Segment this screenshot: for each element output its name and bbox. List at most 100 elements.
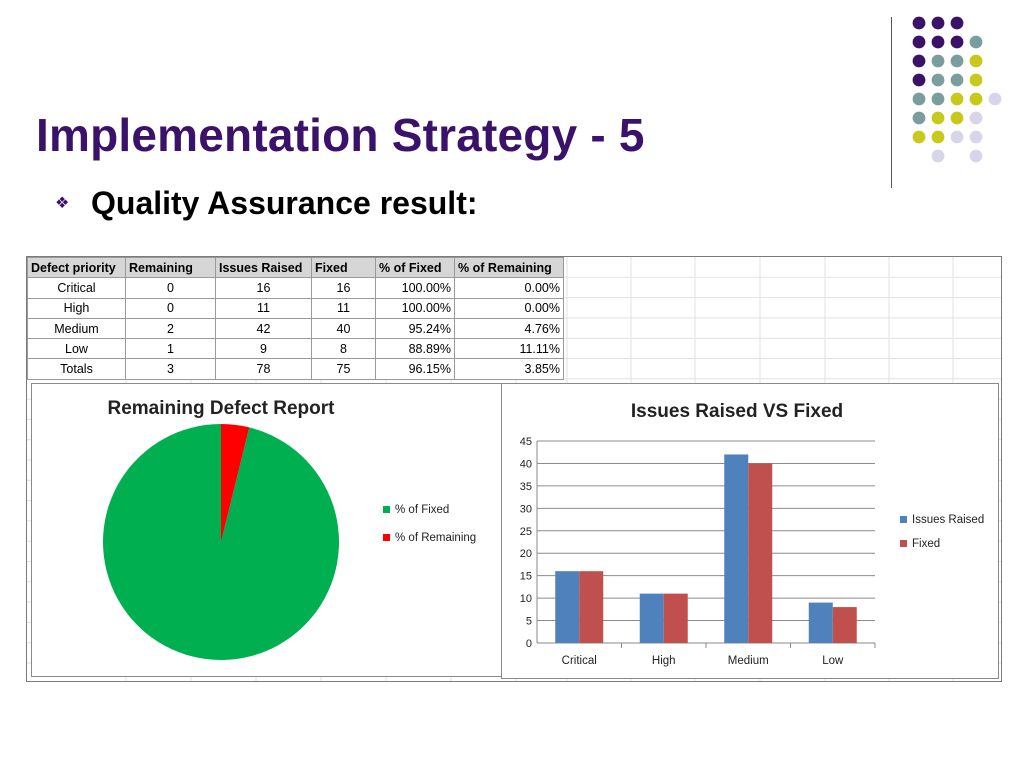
decor-dot xyxy=(931,149,945,163)
table-row: Low 1 9 8 88.89% 11.11% xyxy=(27,338,564,360)
x-tick-label: Low xyxy=(822,655,844,667)
y-tick-label: 15 xyxy=(520,571,532,583)
y-tick-label: 5 xyxy=(526,616,532,628)
pie-chart: Remaining Defect Report % of Fixed % of Re… xyxy=(103,398,476,660)
title-divider xyxy=(891,17,892,188)
bar-legend-swatch xyxy=(900,516,907,523)
decor-dot xyxy=(969,73,983,87)
decor-dot xyxy=(969,35,983,49)
table-row: Critical 0 16 16 100.00% 0.00% xyxy=(27,277,564,299)
bar-legend-swatch xyxy=(900,540,907,547)
x-tick-label: High xyxy=(652,655,676,667)
cell-pct-remaining: 0.00% xyxy=(454,277,564,299)
pie-chart-title: Remaining Defect Report xyxy=(108,398,336,419)
decor-dot xyxy=(950,54,964,68)
decor-dot xyxy=(931,111,945,125)
decor-dot xyxy=(912,111,926,125)
y-tick-label: 30 xyxy=(520,503,532,515)
header-fixed: Fixed xyxy=(311,257,376,279)
pie-legend-swatch xyxy=(383,506,390,513)
decor-dot xyxy=(912,35,926,49)
y-tick-label: 25 xyxy=(520,526,532,538)
pie-legend-label: % of Fixed xyxy=(395,504,449,516)
cell-issues-raised: 16 xyxy=(215,277,312,299)
decor-dot xyxy=(912,92,926,106)
decor-dot xyxy=(931,54,945,68)
y-tick-label: 45 xyxy=(520,436,532,448)
decor-dot xyxy=(950,92,964,106)
decor-dot xyxy=(912,73,926,87)
decor-dot xyxy=(912,16,926,30)
decor-dot xyxy=(988,92,1002,106)
cell-pct-remaining: 3.85% xyxy=(454,358,564,380)
decor-dot xyxy=(969,111,983,125)
bar-fixed xyxy=(832,607,857,643)
diamond-bullet-icon: ❖ xyxy=(55,195,70,212)
decor-dot xyxy=(950,35,964,49)
decor-dot xyxy=(931,35,945,49)
pie-chart-panel: Remaining Defect Report % of Fixed % of Re… xyxy=(31,383,502,677)
bar-legend-label: Fixed xyxy=(912,538,940,550)
header-remaining: Remaining xyxy=(125,257,216,279)
y-tick-label: 10 xyxy=(520,593,532,605)
bar-issues-raised xyxy=(639,593,664,643)
cell-fixed: 16 xyxy=(311,277,376,299)
decor-dot xyxy=(950,111,964,125)
cell-issues-raised: 11 xyxy=(215,297,312,319)
cell-remaining: 0 xyxy=(125,277,216,299)
decor-dot xyxy=(931,16,945,30)
y-tick-label: 20 xyxy=(520,548,532,560)
cell-fixed: 40 xyxy=(311,317,376,340)
cell-issues-raised: 9 xyxy=(215,338,312,360)
cell-remaining: 3 xyxy=(125,358,216,380)
bar-chart: Issues Raised VS Fixed 0 5 10 15 20 25 30 35 40 45… xyxy=(520,401,984,667)
pie-slice xyxy=(103,424,339,660)
pie-legend-swatch xyxy=(383,534,390,541)
decor-dot xyxy=(969,149,983,163)
bar-issues-raised xyxy=(555,571,580,643)
spreadsheet: Defect priority Remaining Issues Raised … xyxy=(26,256,1002,682)
cell-issues-raised: 78 xyxy=(215,358,312,380)
bar-fixed xyxy=(663,593,688,643)
table-row: High 0 11 11 100.00% 0.00% xyxy=(27,297,564,319)
decor-dot xyxy=(969,54,983,68)
cell-pct-remaining: 4.76% xyxy=(454,317,564,340)
bar-issues-raised xyxy=(808,602,833,643)
x-tick-label: Critical xyxy=(562,655,597,667)
y-tick-label: 0 xyxy=(526,638,532,650)
table-row-totals: Totals 3 78 75 96.15% 3.85% xyxy=(27,358,564,380)
bar-legend-label: Issues Raised xyxy=(912,514,984,526)
decor-dot xyxy=(969,92,983,106)
slide-title: Implementation Strategy - 5 xyxy=(36,109,645,161)
bar-chart-title: Issues Raised VS Fixed xyxy=(631,401,843,422)
cell-priority: Low xyxy=(27,338,126,360)
cell-pct-fixed: 88.89% xyxy=(375,338,455,360)
bullet-text: Quality Assurance result: xyxy=(91,184,478,221)
cell-issues-raised: 42 xyxy=(215,317,312,340)
pie-slice xyxy=(221,424,250,542)
x-tick-label: Medium xyxy=(728,655,769,667)
decor-dot xyxy=(912,130,926,144)
cell-fixed: 75 xyxy=(311,358,376,380)
decor-dot xyxy=(969,130,983,144)
cell-pct-fixed: 96.15% xyxy=(375,358,455,380)
decorative-dots xyxy=(912,16,1002,163)
y-tick-label: 40 xyxy=(520,458,532,470)
decor-dot xyxy=(931,73,945,87)
cell-remaining: 2 xyxy=(125,317,216,340)
header-issues-raised: Issues Raised xyxy=(215,257,312,279)
cell-pct-fixed: 100.00% xyxy=(375,277,455,299)
decor-dot xyxy=(912,54,926,68)
cell-fixed: 8 xyxy=(311,338,376,360)
decor-dot xyxy=(931,130,945,144)
bar-fixed xyxy=(748,463,773,643)
header-pct-remaining: % of Remaining xyxy=(454,257,564,279)
bar-fixed xyxy=(579,571,604,643)
cell-priority: Totals xyxy=(27,358,126,380)
qa-table: Defect priority Remaining Issues Raised … xyxy=(27,257,564,380)
header-pct-fixed: % of Fixed xyxy=(375,257,455,279)
bar-issues-raised xyxy=(724,454,749,643)
cell-priority: High xyxy=(27,297,126,319)
cell-pct-remaining: 0.00% xyxy=(454,297,564,319)
cell-pct-fixed: 95.24% xyxy=(375,317,455,340)
